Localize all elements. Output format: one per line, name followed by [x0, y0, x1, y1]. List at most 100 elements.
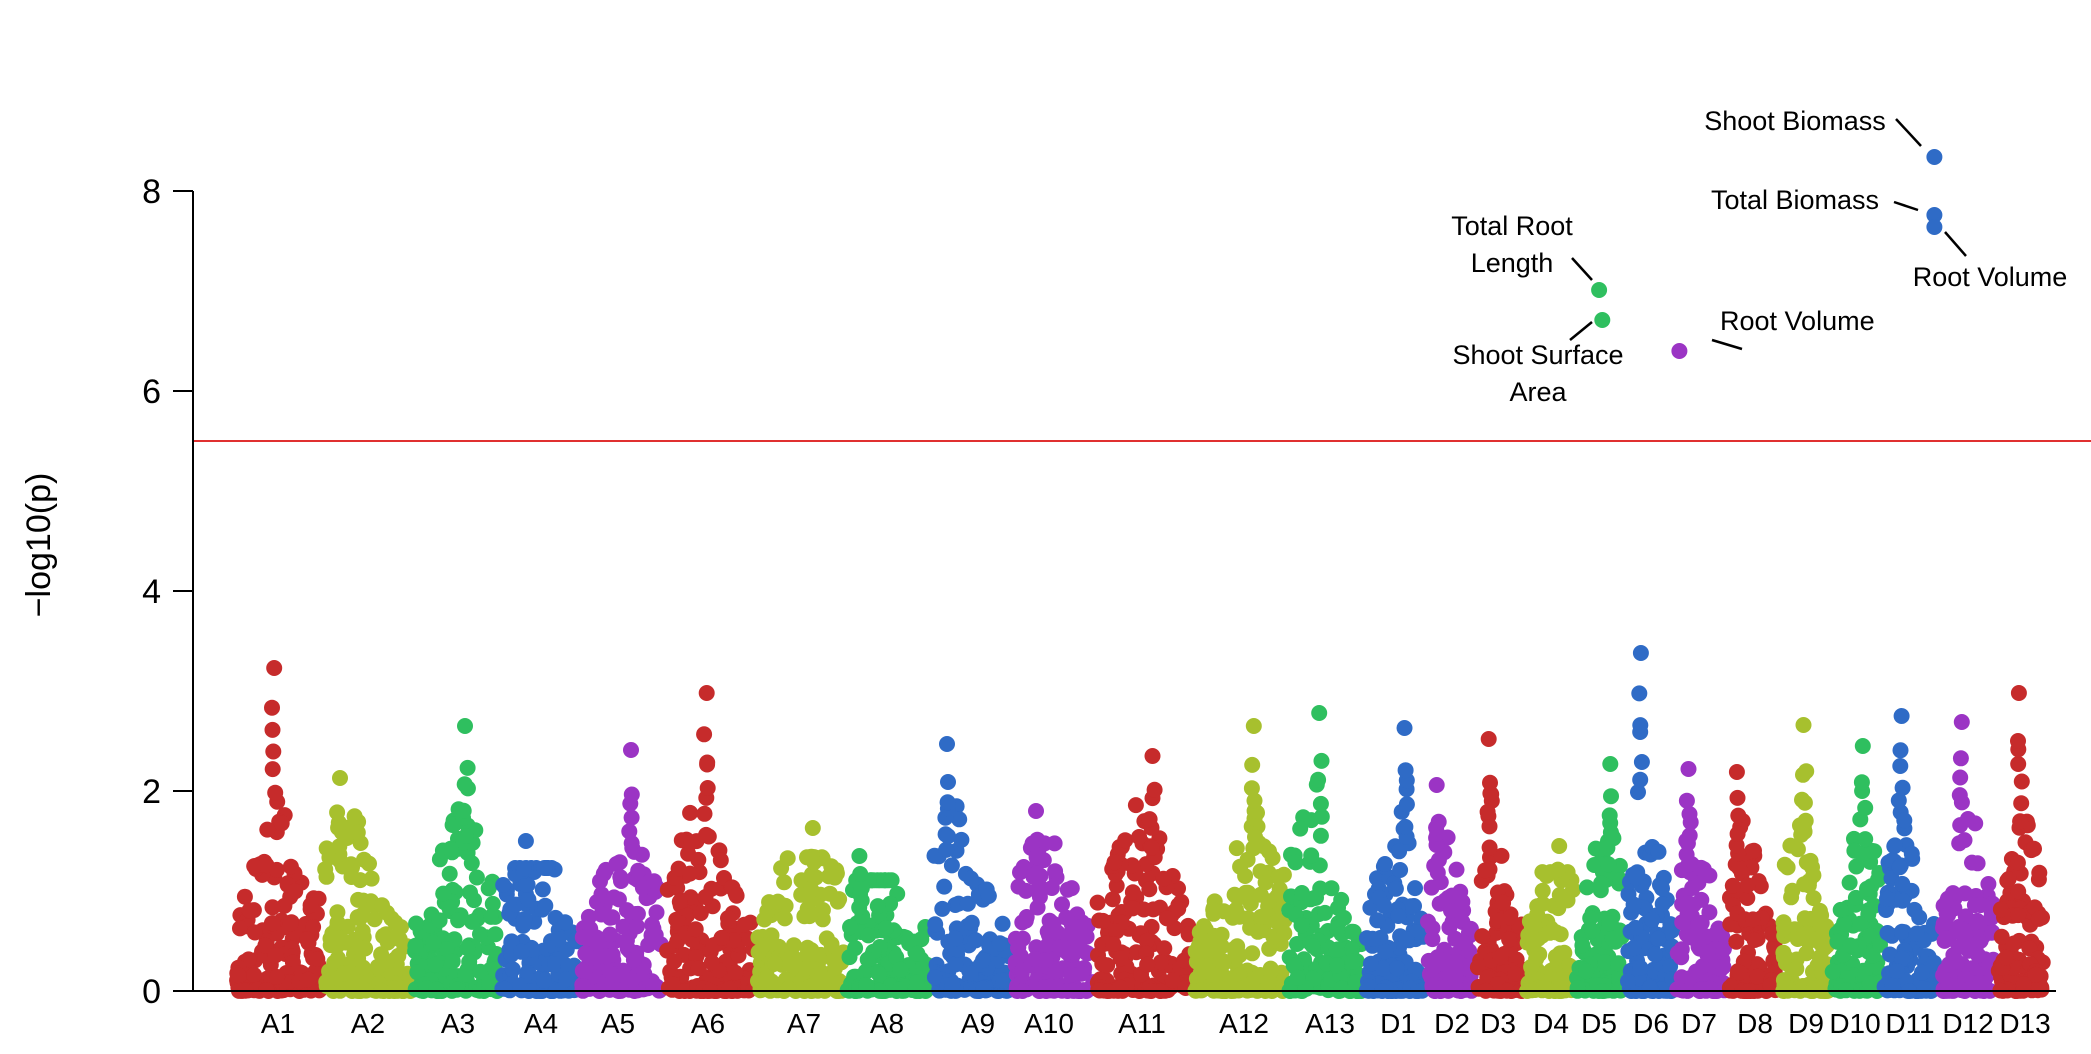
snp-point	[664, 976, 681, 993]
snp-point	[1809, 931, 1826, 948]
snp-point	[1424, 977, 1441, 994]
snp-point	[1461, 943, 1478, 960]
snp-point	[1896, 812, 1913, 829]
snp-point	[264, 915, 281, 932]
snp-point	[1841, 874, 1858, 891]
snp-point	[860, 927, 877, 944]
snp-point	[1039, 937, 1056, 954]
snp-point	[630, 862, 647, 879]
snp-point	[767, 955, 783, 972]
snp-point	[576, 964, 593, 981]
snp-point	[1788, 960, 1805, 977]
snp-point	[550, 931, 567, 948]
snp-point	[623, 786, 640, 803]
snp-point	[1429, 864, 1446, 881]
peak-snp-point	[804, 820, 821, 836]
snp-point	[459, 759, 476, 776]
snp-point	[1030, 880, 1047, 897]
snp-point	[1247, 829, 1263, 845]
chromosome-label-a9: A9	[961, 1008, 995, 1039]
snp-point	[369, 958, 386, 975]
snp-point	[503, 934, 520, 951]
peak-snp-point	[1551, 838, 1568, 854]
snp-point	[1063, 880, 1080, 897]
snp-point	[1586, 857, 1603, 873]
snp-point	[690, 851, 707, 868]
snp-point	[1112, 979, 1129, 996]
significant-snp-4: Total Biomass	[1711, 185, 1943, 223]
snp-point	[1890, 792, 1907, 809]
annotation-label: Root Volume	[1913, 262, 2068, 292]
snp-point	[1914, 980, 1931, 997]
significant-snp-point	[1926, 149, 1943, 165]
snp-point	[472, 963, 489, 980]
snp-point	[1846, 830, 1862, 847]
snp-point	[963, 914, 980, 931]
chromosome-label-d8: D8	[1737, 1008, 1773, 1039]
snp-point	[1362, 955, 1379, 972]
snp-point	[1377, 943, 1394, 960]
snp-point	[1313, 808, 1330, 825]
snp-point	[1124, 900, 1141, 917]
snp-point	[865, 872, 882, 889]
snp-point	[1047, 963, 1064, 980]
snp-point	[2009, 854, 2026, 871]
snp-point	[1293, 917, 1310, 934]
chromosome-d10-points	[1824, 738, 1888, 999]
snp-point	[1430, 852, 1447, 868]
snp-point	[472, 926, 488, 943]
snp-point	[618, 932, 635, 949]
snp-point	[580, 908, 597, 925]
snp-points	[229, 645, 2051, 999]
snp-point	[1631, 685, 1648, 702]
snp-point	[1993, 928, 2010, 945]
snp-point	[1536, 979, 1553, 996]
significant-snp-2: Root Volume	[1671, 306, 1875, 359]
chromosome-label-a10: A10	[1024, 1008, 1074, 1039]
snp-point	[1152, 954, 1169, 971]
snp-point	[1502, 909, 1518, 926]
snp-point	[1407, 880, 1423, 897]
snp-point	[1903, 845, 1920, 862]
snp-point	[1205, 905, 1222, 922]
snp-point	[264, 721, 281, 738]
snp-point	[2015, 976, 2032, 993]
snp-point	[1145, 901, 1162, 918]
snp-point	[1397, 818, 1414, 835]
snp-point	[995, 972, 1012, 989]
snp-point	[1447, 971, 1464, 987]
chromosome-label-d4: D4	[1533, 1008, 1569, 1039]
snp-point	[1836, 915, 1853, 932]
snp-point	[588, 949, 605, 966]
snp-point	[1681, 806, 1698, 822]
snp-point	[939, 794, 956, 811]
snp-point	[645, 977, 662, 994]
y-axis-label: −log10(p)	[20, 473, 58, 618]
snp-point	[1035, 979, 1052, 996]
snp-point	[1743, 859, 1760, 876]
snp-point	[2010, 907, 2027, 924]
snp-point	[1961, 981, 1978, 998]
snp-point	[1798, 763, 1815, 780]
snp-point	[1654, 896, 1671, 912]
snp-point	[2013, 795, 2030, 812]
snp-point	[623, 809, 640, 826]
snp-point	[2012, 813, 2029, 830]
snp-point	[606, 889, 622, 906]
snp-point	[1805, 867, 1822, 884]
snp-point	[1227, 947, 1244, 963]
snp-point	[1143, 839, 1160, 856]
snp-point	[1260, 974, 1277, 990]
snp-point	[1333, 891, 1350, 908]
snp-point	[1117, 832, 1134, 849]
snp-point	[1270, 869, 1287, 885]
snp-point	[241, 902, 258, 919]
snp-point	[1112, 950, 1129, 967]
chromosome-a8-points	[839, 848, 939, 999]
snp-point	[1312, 827, 1329, 844]
snp-point	[282, 915, 299, 932]
snp-point	[265, 743, 282, 760]
snp-point	[927, 916, 944, 933]
snp-point	[1376, 897, 1393, 914]
peak-snp-point	[266, 660, 283, 676]
